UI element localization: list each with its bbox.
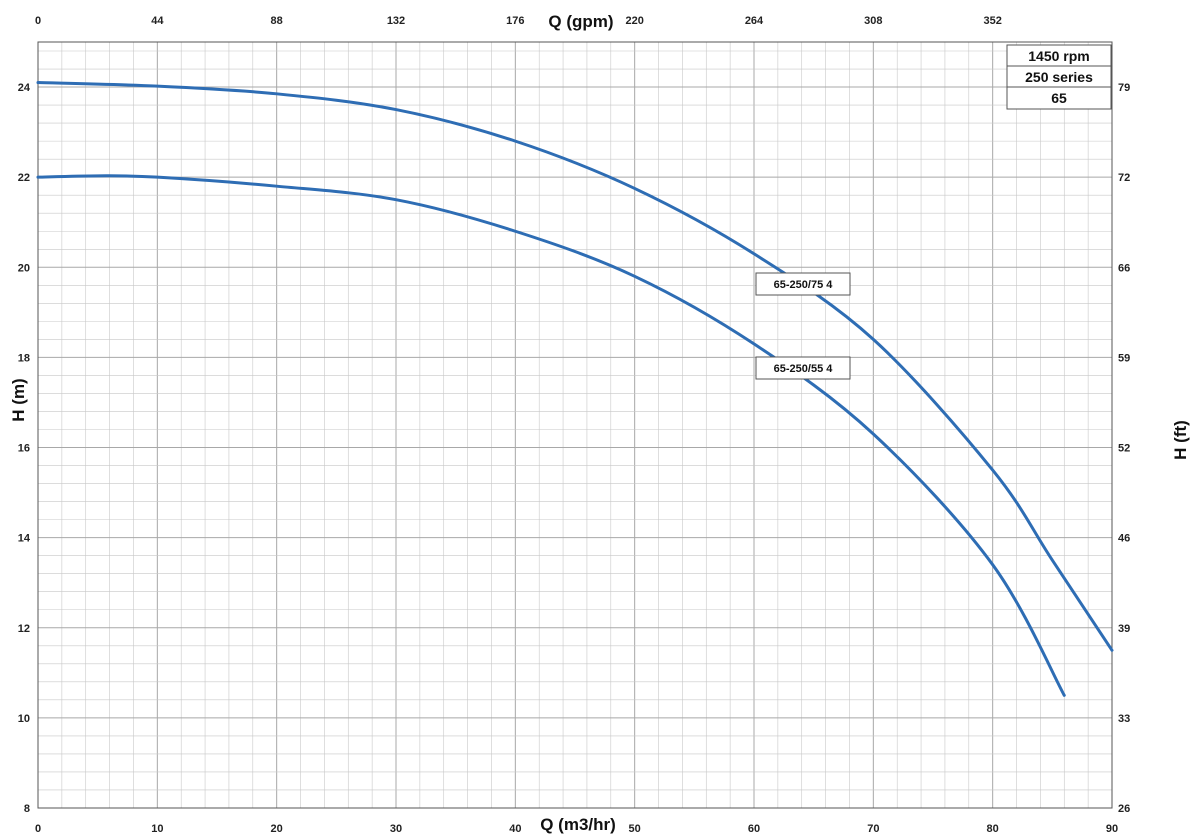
x-tick-label-top: 88 bbox=[271, 15, 283, 27]
grid-lines bbox=[37, 42, 1113, 809]
y-tick-label-right: 66 bbox=[1118, 262, 1130, 274]
y-tick-label-right: 79 bbox=[1118, 82, 1130, 94]
x-tick-label-top: 352 bbox=[983, 15, 1001, 27]
y-tick-label-right: 39 bbox=[1118, 623, 1130, 635]
y-tick-label-left: 20 bbox=[18, 262, 30, 274]
y-axis-title-right: H (ft) bbox=[1171, 420, 1190, 460]
tick-labels: 0 10 20 30 40 50 60 70 80 90 0 44 88 132 176 220 264 308 3… bbox=[18, 15, 1131, 835]
series-line-0 bbox=[36, 81, 1114, 652]
y-tick-label-right: 59 bbox=[1118, 352, 1130, 364]
x-tick-label-top: 176 bbox=[506, 15, 524, 27]
x-tick-label-bottom: 10 bbox=[151, 823, 163, 835]
info-series: 250 series bbox=[1025, 69, 1093, 85]
x-tick-label-top: 44 bbox=[151, 15, 164, 27]
x-axis-title-bottom: Q (m3/hr) bbox=[540, 815, 616, 834]
series-label-75-text: 65-250/75 4 bbox=[774, 279, 834, 291]
x-tick-label-bottom: 40 bbox=[509, 823, 521, 835]
x-tick-label-bottom: 60 bbox=[748, 823, 760, 835]
y-tick-label-right: 52 bbox=[1118, 443, 1130, 455]
y-tick-label-right: 26 bbox=[1118, 803, 1130, 815]
info-size: 65 bbox=[1051, 90, 1067, 106]
x-tick-label-top: 308 bbox=[864, 15, 882, 27]
x-tick-label-bottom: 30 bbox=[390, 823, 402, 835]
y-tick-label-left: 10 bbox=[18, 713, 30, 725]
y-tick-label-left: 16 bbox=[18, 443, 30, 455]
x-tick-label-bottom: 0 bbox=[35, 823, 41, 835]
y-tick-label-right: 33 bbox=[1118, 713, 1130, 725]
x-tick-label-bottom: 90 bbox=[1106, 823, 1118, 835]
x-tick-label-bottom: 20 bbox=[271, 823, 283, 835]
y-tick-label-right: 46 bbox=[1118, 533, 1130, 545]
x-axis-title-top: Q (gpm) bbox=[548, 12, 613, 31]
y-tick-label-left: 8 bbox=[24, 803, 30, 815]
y-tick-label-left: 22 bbox=[18, 172, 30, 184]
y-tick-label-left: 18 bbox=[18, 352, 30, 364]
y-tick-label-left: 14 bbox=[18, 533, 31, 545]
series-label-75: 65-250/75 4 bbox=[755, 272, 851, 296]
x-tick-label-bottom: 80 bbox=[987, 823, 999, 835]
x-tick-label-bottom: 70 bbox=[867, 823, 879, 835]
info-rpm: 1450 rpm bbox=[1028, 48, 1089, 64]
x-tick-label-top: 220 bbox=[625, 15, 643, 27]
x-tick-label-top: 132 bbox=[387, 15, 405, 27]
series-label-55: 65-250/55 4 bbox=[755, 356, 851, 380]
info-box: 1450 rpm 250 series 65 bbox=[1006, 44, 1112, 110]
plot-frame bbox=[37, 41, 1113, 809]
series-line-1 bbox=[36, 174, 1066, 697]
y-axis-title-left: H (m) bbox=[9, 378, 28, 421]
series-lines bbox=[36, 81, 1114, 697]
y-tick-label-right: 72 bbox=[1118, 172, 1130, 184]
x-tick-label-top: 0 bbox=[35, 15, 41, 27]
series-label-55-text: 65-250/55 4 bbox=[774, 363, 834, 375]
x-tick-label-bottom: 50 bbox=[629, 823, 641, 835]
y-tick-label-left: 12 bbox=[18, 623, 30, 635]
y-tick-label-left: 24 bbox=[18, 82, 31, 94]
x-tick-label-top: 264 bbox=[745, 15, 764, 27]
